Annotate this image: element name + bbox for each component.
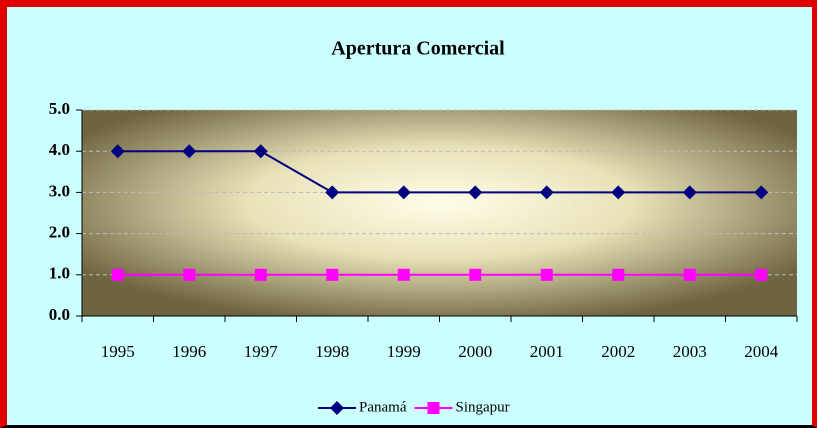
- y-tick-label: 4.0: [49, 140, 70, 159]
- marker: [612, 268, 625, 281]
- marker: [397, 268, 410, 281]
- marker: [325, 185, 340, 200]
- x-tick-label: 1995: [101, 342, 135, 361]
- legend-label: Panamá: [359, 399, 407, 415]
- marker: [183, 268, 196, 281]
- marker: [469, 268, 482, 281]
- marker: [611, 185, 626, 200]
- x-tick-label: 2001: [530, 342, 564, 361]
- marker: [539, 185, 554, 200]
- marker: [755, 268, 768, 281]
- x-tick-label: 2002: [601, 342, 635, 361]
- x-tick-label: 2003: [673, 342, 707, 361]
- marker: [540, 268, 553, 281]
- marker: [110, 144, 125, 159]
- x-tick-label: 1996: [172, 342, 206, 361]
- marker: [468, 185, 483, 200]
- x-tick-label: 2004: [744, 342, 779, 361]
- chart-title: Apertura Comercial: [331, 38, 505, 60]
- y-tick-label: 2.0: [49, 223, 70, 242]
- x-tick-label: 1998: [315, 342, 349, 361]
- marker: [396, 185, 411, 200]
- y-tick-label: 3.0: [49, 181, 70, 200]
- y-tick-label: 0.0: [49, 305, 70, 324]
- marker: [683, 268, 696, 281]
- marker: [254, 268, 267, 281]
- marker: [111, 268, 124, 281]
- x-tick-label: 1999: [387, 342, 421, 361]
- legend-label: Singapur: [455, 399, 509, 415]
- marker: [326, 268, 339, 281]
- line: [117, 150, 762, 194]
- plot-area: [82, 110, 797, 316]
- marker: [754, 185, 769, 200]
- marker: [182, 144, 197, 159]
- marker: [253, 144, 268, 159]
- marker: [330, 401, 344, 415]
- x-tick-label: 2000: [458, 342, 492, 361]
- y-tick-label: 5.0: [49, 99, 70, 118]
- y-tick-label: 1.0: [49, 264, 70, 283]
- marker: [682, 185, 697, 200]
- marker: [427, 402, 440, 414]
- x-tick-label: 1997: [244, 342, 279, 361]
